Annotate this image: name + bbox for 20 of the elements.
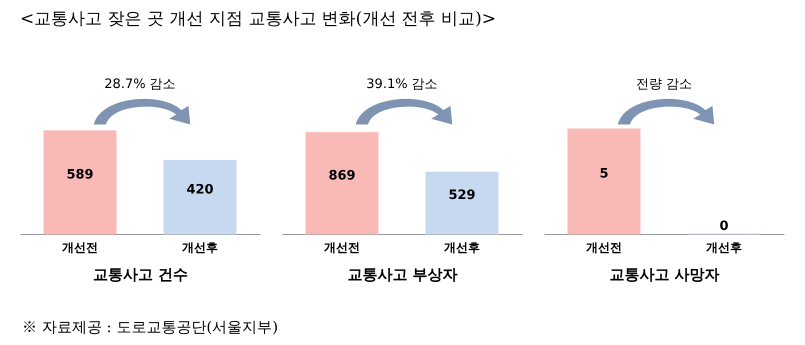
x-tick-label: 개선전	[586, 240, 622, 254]
data-label: 5	[599, 166, 609, 182]
x-axis-title: 교통사고 사망자	[609, 266, 720, 284]
text: 전량 감소	[636, 77, 692, 92]
x-tick-label: 개선후	[444, 240, 480, 254]
x-tick-label: 개선전	[62, 240, 98, 254]
text: 39.1% 감소	[366, 77, 438, 92]
x-axis-title: 교통사고 건수	[92, 266, 188, 284]
x-tick-label: 개선후	[706, 240, 742, 254]
data-label: 420	[186, 182, 214, 198]
data-label: 0	[719, 219, 729, 234]
data-label: 529	[448, 188, 476, 204]
x-axis-title: 교통사고 부상자	[347, 266, 458, 284]
chart-title: <교통사고 잦은 곳 개선 지점 교통사고 변화(개선 전후 비교)>	[20, 9, 496, 29]
data-label: 869	[328, 168, 356, 184]
text: 28.7% 감소	[104, 77, 176, 92]
data-label: 589	[66, 167, 94, 182]
text: ※ 자료제공 : 도로교통공단(서울지부)	[22, 318, 278, 337]
x-tick-label: 개선후	[182, 240, 218, 254]
x-tick-label: 개선전	[324, 240, 360, 254]
